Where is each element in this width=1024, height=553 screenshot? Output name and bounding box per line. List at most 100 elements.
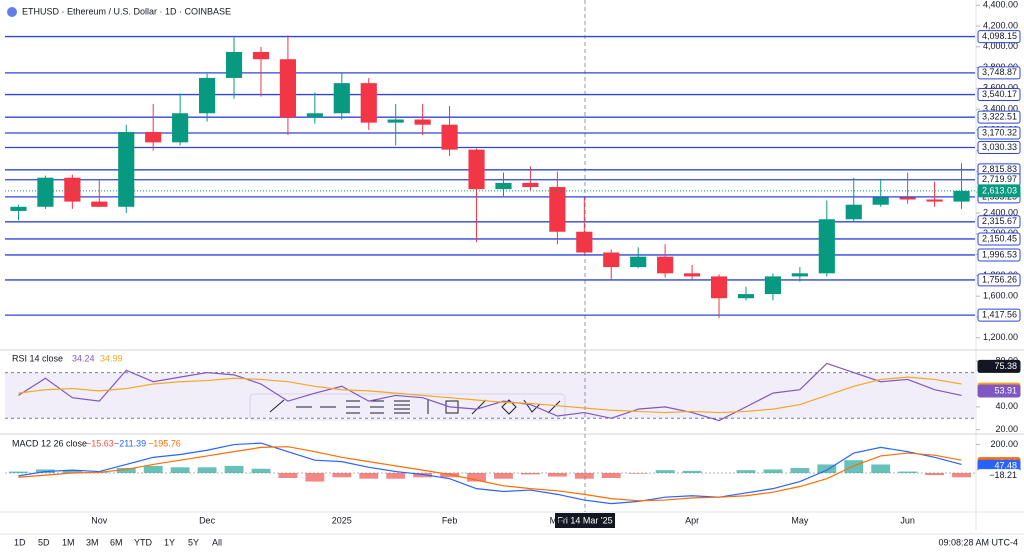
y-tick-label: 4,200.00 xyxy=(983,20,1018,30)
timeframe-button[interactable]: 3M xyxy=(86,537,99,547)
timeframe-button[interactable]: All xyxy=(212,537,222,547)
histogram-bar xyxy=(9,471,28,473)
axis-badge-label: 3,748.87 xyxy=(982,67,1017,77)
axis-badge-label: 75.38 xyxy=(994,361,1017,371)
candle-body xyxy=(37,177,54,207)
tool-trend-line[interactable] xyxy=(269,399,285,413)
candle-body xyxy=(603,252,620,268)
histogram-bar xyxy=(601,473,621,478)
candle-body xyxy=(953,190,970,202)
timeframe-button[interactable]: 1M xyxy=(62,537,75,547)
axis-badge-label: 1,996.53 xyxy=(982,249,1017,259)
histogram-bar xyxy=(224,465,244,473)
histogram-bar xyxy=(844,460,864,473)
y-tick-label: 1,200.00 xyxy=(983,332,1018,342)
axis-badge xyxy=(977,359,1021,373)
axis-badge-label: 1,417.56 xyxy=(982,309,1017,319)
axis-badge-label: 2,815.83 xyxy=(982,164,1017,174)
histogram-bar xyxy=(655,470,675,473)
rsi-band xyxy=(5,372,975,419)
candle-body xyxy=(522,182,539,188)
axis-badge xyxy=(977,141,1021,155)
readout: −211.39 xyxy=(114,438,146,448)
axis-badge xyxy=(977,248,1021,262)
timeframe-button[interactable]: 1D xyxy=(14,537,26,547)
axis-badge xyxy=(977,184,1021,198)
x-tick-label: Mar xyxy=(550,515,566,525)
axis-badge xyxy=(977,88,1021,102)
candle-body xyxy=(818,219,835,274)
candle-body xyxy=(791,273,808,277)
histogram-bar xyxy=(574,473,594,479)
candle-body xyxy=(387,119,404,123)
candle-body xyxy=(495,182,512,190)
axis-badge xyxy=(977,215,1021,229)
candle-body xyxy=(657,256,674,274)
timeframe-button[interactable]: 6M xyxy=(110,537,123,547)
candle-body xyxy=(764,276,781,295)
crosshair-label-bg xyxy=(555,513,615,528)
candle-body xyxy=(872,197,889,205)
axis-badge-label: 53.91 xyxy=(994,385,1017,395)
axis-badge xyxy=(977,110,1021,124)
timeframe-button[interactable]: 5Y xyxy=(188,537,199,547)
x-tick-label: Feb xyxy=(442,515,458,525)
axis-badge-label: 4,098.15 xyxy=(982,31,1017,41)
y-tick-label: 1,600.00 xyxy=(983,291,1018,301)
tool-arrow[interactable] xyxy=(471,399,487,415)
x-tick-label: 2025 xyxy=(332,515,352,525)
histogram-bar xyxy=(305,473,325,482)
tool-fib[interactable] xyxy=(394,400,410,414)
axis-badge-label: 3,540.17 xyxy=(982,89,1017,99)
axis-badge xyxy=(977,384,1021,398)
readout: 34.99 xyxy=(100,353,123,363)
histogram-bar xyxy=(898,471,918,473)
axis-badge-label: 2,719.97 xyxy=(982,174,1017,184)
y-tick-label: 2,400.00 xyxy=(983,207,1018,217)
histogram-bar xyxy=(763,469,783,473)
axis-badge xyxy=(977,469,1021,483)
y-tick-label: 3,600.00 xyxy=(983,83,1018,93)
candle-body xyxy=(199,77,216,114)
candle-body xyxy=(252,51,270,60)
x-tick-label: May xyxy=(791,515,809,525)
axis-badge-label: 3,322.51 xyxy=(982,112,1017,122)
tool-measure[interactable] xyxy=(547,400,561,414)
timeframe-button[interactable]: 1Y xyxy=(164,537,175,547)
histogram-bar xyxy=(170,467,190,473)
histogram-bar xyxy=(359,473,379,479)
timeframe-button[interactable]: YTD xyxy=(134,537,153,547)
y-tick-label: 40.00 xyxy=(995,401,1018,411)
candle-body xyxy=(899,197,916,200)
axis-badge xyxy=(977,232,1021,246)
symbol-title[interactable]: ETHUSD · Ethereum / U.S. Dollar · 1D · C… xyxy=(22,6,231,16)
x-tick-label: Dec xyxy=(199,515,216,525)
timeframe-button[interactable]: 5D xyxy=(38,537,50,547)
histogram-bar xyxy=(628,473,648,474)
histogram-bar xyxy=(332,473,352,478)
histogram-bar xyxy=(413,473,433,478)
readout: 34.24 xyxy=(72,353,95,363)
readout: −15.63 xyxy=(86,438,114,448)
candle-body xyxy=(64,177,81,202)
candle-body xyxy=(10,206,27,211)
histogram-bar xyxy=(467,473,486,482)
axis-badge-label: −18.21 xyxy=(989,470,1017,480)
symbol-icon xyxy=(7,7,17,17)
macd-title: MACD 12 26 close xyxy=(12,438,87,448)
tool-pitchfork[interactable] xyxy=(370,400,384,414)
histogram-bar xyxy=(278,473,298,478)
axis-badge xyxy=(977,273,1021,287)
histogram-bar xyxy=(547,473,567,477)
candle-body xyxy=(845,204,862,220)
histogram-bar xyxy=(494,473,513,479)
histogram-bar xyxy=(520,473,540,475)
axis-badge-label: 3,030.33 xyxy=(982,142,1017,152)
axis-badge-label: 2,315.67 xyxy=(982,216,1017,226)
clock: 09:08:28 AM UTC-4 xyxy=(938,537,1018,547)
tool-parallel[interactable] xyxy=(346,400,360,414)
axis-badge xyxy=(977,30,1021,44)
axis-badge-label: 3,170.32 xyxy=(982,127,1017,137)
x-tick-label: Nov xyxy=(91,515,108,525)
